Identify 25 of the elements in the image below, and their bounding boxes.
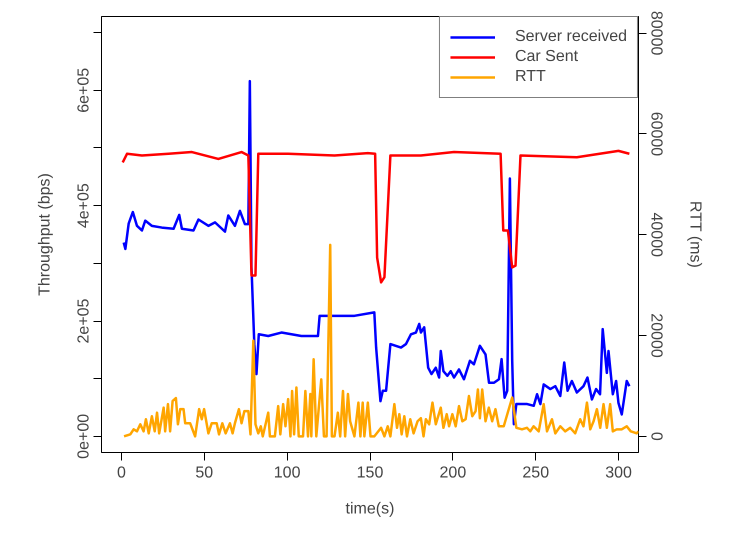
x-tick-label: 100 xyxy=(274,464,301,482)
y2-tick-label: 40000 xyxy=(648,212,664,258)
y2-axis-title: RTT (ms) xyxy=(686,200,704,268)
line-series xyxy=(122,244,638,438)
legend-label: Car Sent xyxy=(514,48,578,66)
line-series xyxy=(121,150,631,284)
x-tick-label: 150 xyxy=(356,464,384,482)
legend-label: RTT xyxy=(514,68,546,86)
x-tick-label: 250 xyxy=(522,464,550,482)
y-axis-title: Throughput (bps) xyxy=(36,173,54,296)
line-series xyxy=(122,80,631,426)
legend-label: Server received xyxy=(514,28,627,46)
x-tick-label: 300 xyxy=(605,464,632,482)
y2-tick-label: 60000 xyxy=(648,112,664,156)
y-tick-label: 6e+05 xyxy=(76,68,92,113)
y2-tick-label: 80000 xyxy=(648,10,664,56)
x-tick-label: 50 xyxy=(195,464,214,482)
y-tick-label: 2e+05 xyxy=(76,298,92,344)
y-tick-label: 4e+05 xyxy=(76,183,92,228)
y2-tick-label: 20000 xyxy=(648,313,664,358)
x-axis-title: time(s) xyxy=(346,500,394,518)
y-tick-label: 0e+00 xyxy=(76,414,92,459)
y2-tick-label: 0 xyxy=(648,432,664,441)
x-tick-label: 200 xyxy=(440,464,466,482)
x-tick-label: 0 xyxy=(116,464,126,482)
